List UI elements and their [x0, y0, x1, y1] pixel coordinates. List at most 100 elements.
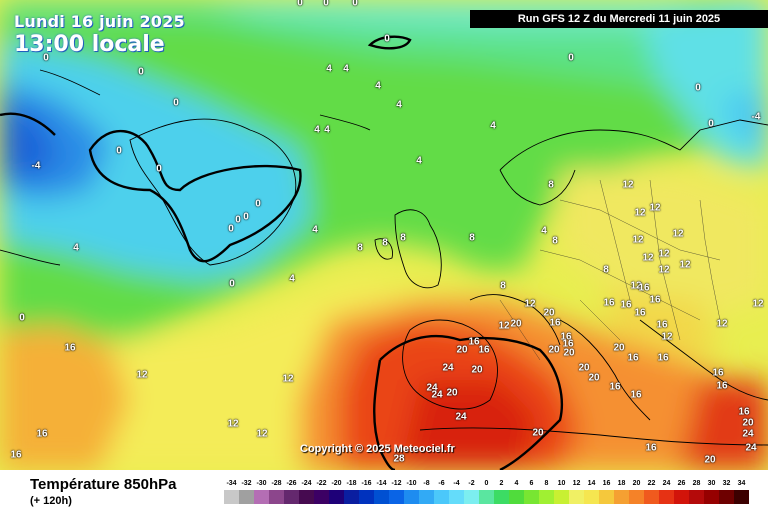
isotherm-label: 0 — [229, 278, 235, 290]
isotherm-label: 4 — [326, 63, 332, 75]
scale-label: 2 — [499, 480, 504, 487]
isotherm-label: 12 — [649, 202, 661, 214]
isotherm-label: 12 — [752, 298, 764, 310]
isotherm-label: 20 — [563, 347, 575, 359]
isotherm-label: 16 — [634, 307, 646, 319]
scale-swatch — [584, 490, 599, 504]
isotherm-label: 16 — [468, 336, 480, 348]
scale-label: -24 — [301, 480, 312, 487]
isotherm-label: 12 — [630, 280, 642, 292]
scale-label: 14 — [587, 480, 596, 487]
scale-swatch — [704, 490, 719, 504]
scale-swatch — [314, 490, 329, 504]
scale-label: -8 — [423, 480, 430, 487]
isotherm-label: 16 — [10, 449, 22, 461]
scale-label: -14 — [376, 480, 387, 487]
isotherm-label: 16 — [36, 428, 48, 440]
scale-swatch — [254, 490, 269, 504]
scale-label: -4 — [453, 480, 460, 487]
scale-swatch — [719, 490, 734, 504]
scale-swatch — [539, 490, 554, 504]
isotherm-label: 0 — [156, 163, 162, 175]
isotherm-label: 20 — [578, 362, 590, 374]
scale-label: 26 — [677, 480, 686, 487]
isotherm-label: 16 — [478, 344, 490, 356]
copyright-notice: Copyright © 2025 Meteociel.fr — [300, 443, 455, 455]
scale-label: 22 — [647, 480, 656, 487]
scale-swatch — [644, 490, 659, 504]
isotherm-label: 12 — [661, 331, 673, 343]
isotherm-label: 24 — [742, 428, 754, 440]
legend-footer: Température 850hPa (+ 120h) -34 -32 -30 -28… — [0, 470, 768, 512]
isotherm-label: 28 — [393, 453, 405, 465]
isotherm-label: 16 — [649, 294, 661, 306]
scale-swatch — [299, 490, 314, 504]
isotherm-label: 12 — [524, 298, 536, 310]
isotherm-label: 4 — [396, 99, 402, 111]
isotherm-label: 16 — [716, 380, 728, 392]
isotherm-label: 12 — [227, 418, 239, 430]
scale-label: -16 — [361, 480, 372, 487]
isotherm-label: 12 — [632, 234, 644, 246]
color-scale: -34 -32 -30 -28 -26 -24 -22 -20 -18 -16 -14 -12 -10-… — [224, 480, 752, 506]
scale-label: 32 — [722, 480, 731, 487]
scale-swatch — [359, 490, 374, 504]
scale-swatch — [464, 490, 479, 504]
scale-swatch — [689, 490, 704, 504]
scale-swatch — [659, 490, 674, 504]
isotherm-label: 4 — [343, 63, 349, 75]
isotherm-label: 4 — [490, 120, 496, 132]
isotherm-label: 12 — [622, 179, 634, 191]
scale-swatch — [524, 490, 539, 504]
scale-swatch — [329, 490, 344, 504]
isotherm-label: 20 — [613, 342, 625, 354]
scale-label: 34 — [737, 480, 746, 487]
forecast-date: Lundi 16 juin 2025 — [14, 12, 185, 31]
isotherm-label: 8 — [552, 235, 558, 247]
isotherm-label: 12 — [658, 264, 670, 276]
scale-swatch — [284, 490, 299, 504]
scale-swatch — [449, 490, 464, 504]
scale-label: 10 — [557, 480, 566, 487]
scale-label: 30 — [707, 480, 716, 487]
scale-label: 8 — [544, 480, 549, 487]
isotherm-label: 0 — [255, 198, 261, 210]
scale-swatch — [509, 490, 524, 504]
isotherm-label: 8 — [469, 232, 475, 244]
isotherm-label: 12 — [679, 259, 691, 271]
isotherm-label: 12 — [136, 369, 148, 381]
isotherm-label: 12 — [716, 318, 728, 330]
isotherm-label: -4 — [751, 111, 761, 123]
scale-label: 0 — [484, 480, 489, 487]
isotherm-label: 16 — [638, 282, 650, 294]
isotherm-label: 16 — [738, 406, 750, 418]
scale-label: -34 — [226, 480, 237, 487]
isotherm-label: 12 — [634, 207, 646, 219]
scale-swatch — [554, 490, 569, 504]
country-borders — [499, 179, 721, 361]
isotherm-label: 20 — [588, 372, 600, 384]
isotherm-label: 0 — [43, 52, 49, 64]
variable-title: Température 850hPa — [30, 476, 177, 493]
isotherm-label: 8 — [382, 237, 388, 249]
isotherm-label: 0 — [116, 145, 122, 157]
isotherm-label: 0 — [243, 211, 249, 223]
scale-swatch — [389, 490, 404, 504]
scale-swatch — [239, 490, 254, 504]
isotherm-label: 8 — [400, 232, 406, 244]
map-canvas — [0, 0, 768, 470]
isotherm-label: 16 — [562, 338, 574, 350]
scale-swatch — [629, 490, 644, 504]
scale-swatch — [419, 490, 434, 504]
scale-swatch — [374, 490, 389, 504]
isotherm-label: 0 — [384, 33, 390, 45]
scale-swatch — [269, 490, 284, 504]
isotherm-label: 20 — [446, 387, 458, 399]
isotherm-label: 0 — [173, 97, 179, 109]
isotherm-label: 16 — [64, 342, 76, 354]
isotherm-label: 16 — [549, 317, 561, 329]
scale-label: -28 — [271, 480, 282, 487]
isotherm-label: 4 — [416, 155, 422, 167]
isotherm-label: 4 — [375, 80, 381, 92]
scale-label: -26 — [286, 480, 297, 487]
